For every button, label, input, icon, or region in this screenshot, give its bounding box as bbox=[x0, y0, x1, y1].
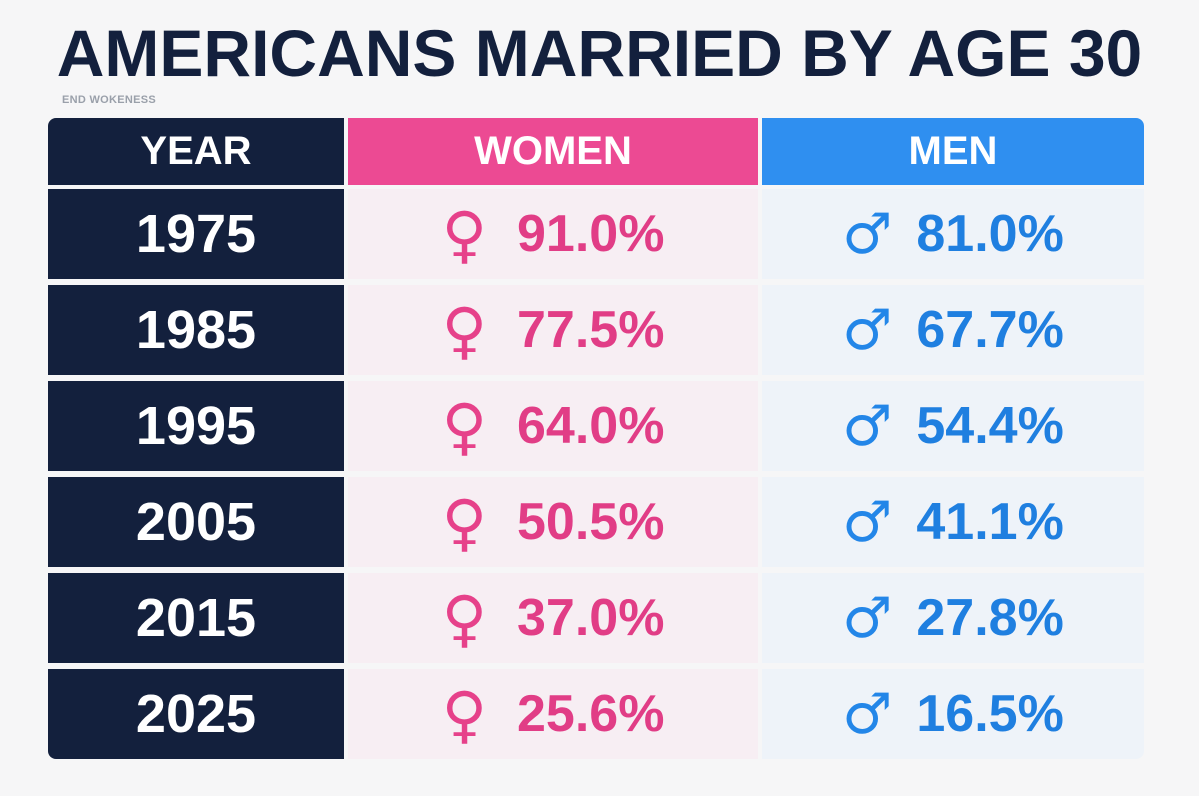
chart-title: AMERICANS MARRIED BY AGE 30 bbox=[56, 16, 1143, 90]
women-cell: ♀ 64.0% bbox=[348, 381, 758, 471]
female-symbol-icon: ♀ bbox=[441, 677, 487, 751]
men-cell: ♂ 81.0% bbox=[762, 189, 1144, 279]
year-cell: 1985 bbox=[48, 285, 344, 375]
male-symbol-icon: ♂ bbox=[842, 489, 893, 555]
men-value: 67.7% bbox=[916, 301, 1064, 359]
women-cell: ♀ 25.6% bbox=[348, 669, 758, 759]
year-cell: 2025 bbox=[48, 669, 344, 759]
men-value: 81.0% bbox=[916, 205, 1064, 263]
male-symbol-icon: ♂ bbox=[842, 393, 893, 459]
men-cell: ♂ 54.4% bbox=[762, 381, 1144, 471]
header-year: YEAR bbox=[48, 118, 344, 185]
men-value: 16.5% bbox=[916, 685, 1064, 743]
men-cell: ♂ 16.5% bbox=[762, 669, 1144, 759]
marriage-table: YEAR WOMEN MEN 1975 ♀ 91.0% ♂ 81.0% 1985 ♀ 77.5… bbox=[48, 118, 1144, 766]
women-value: 50.5% bbox=[516, 493, 665, 551]
female-symbol-icon: ♀ bbox=[441, 389, 487, 463]
men-value: 54.4% bbox=[916, 397, 1064, 455]
female-symbol-icon: ♀ bbox=[441, 293, 487, 367]
year-cell: 1975 bbox=[48, 189, 344, 279]
women-value: 77.5% bbox=[516, 301, 665, 359]
watermark: END WOKENESS bbox=[62, 94, 157, 106]
women-value: 25.6% bbox=[516, 685, 665, 743]
women-value: 37.0% bbox=[516, 589, 665, 647]
header-men: MEN bbox=[762, 118, 1144, 185]
women-value: 91.0% bbox=[516, 205, 665, 263]
male-symbol-icon: ♂ bbox=[842, 297, 893, 363]
men-value: 41.1% bbox=[916, 493, 1064, 551]
women-value: 64.0% bbox=[516, 397, 665, 455]
women-cell: ♀ 77.5% bbox=[348, 285, 758, 375]
header-women: WOMEN bbox=[348, 118, 758, 185]
female-symbol-icon: ♀ bbox=[441, 485, 487, 559]
male-symbol-icon: ♂ bbox=[842, 585, 893, 651]
women-cell: ♀ 50.5% bbox=[348, 477, 758, 567]
year-cell: 2015 bbox=[48, 573, 344, 663]
men-cell: ♂ 41.1% bbox=[762, 477, 1144, 567]
male-symbol-icon: ♂ bbox=[842, 681, 893, 747]
male-symbol-icon: ♂ bbox=[842, 201, 893, 267]
men-cell: ♂ 27.8% bbox=[762, 573, 1144, 663]
women-cell: ♀ 91.0% bbox=[348, 189, 758, 279]
female-symbol-icon: ♀ bbox=[441, 581, 487, 655]
women-cell: ♀ 37.0% bbox=[348, 573, 758, 663]
men-cell: ♂ 67.7% bbox=[762, 285, 1144, 375]
men-value: 27.8% bbox=[916, 589, 1064, 647]
female-symbol-icon: ♀ bbox=[441, 197, 487, 271]
year-cell: 2005 bbox=[48, 477, 344, 567]
year-cell: 1995 bbox=[48, 381, 344, 471]
